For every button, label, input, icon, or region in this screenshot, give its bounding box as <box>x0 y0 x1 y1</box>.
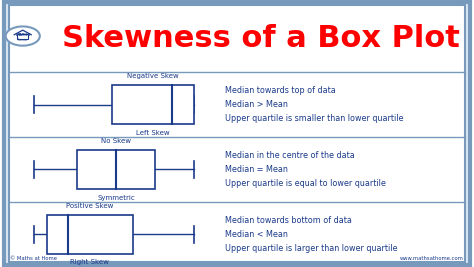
FancyBboxPatch shape <box>9 5 465 262</box>
Text: Skewness of a Box Plot: Skewness of a Box Plot <box>62 24 460 53</box>
Text: No Skew: No Skew <box>101 138 131 144</box>
Bar <box>17 34 28 39</box>
Text: Upper quartile is equal to lower quartile: Upper quartile is equal to lower quartil… <box>225 179 386 188</box>
Text: Positive Skew: Positive Skew <box>66 203 114 209</box>
Text: Median = Mean: Median = Mean <box>225 165 288 174</box>
Text: Median < Mean: Median < Mean <box>225 230 288 239</box>
Text: Negative Skew: Negative Skew <box>127 73 179 80</box>
Text: MATHS: MATHS <box>15 33 30 37</box>
Text: Symmetric: Symmetric <box>97 194 135 201</box>
Text: www.mathsathome.com: www.mathsathome.com <box>400 256 464 261</box>
Bar <box>111 85 194 124</box>
FancyBboxPatch shape <box>4 2 470 265</box>
Bar <box>46 215 133 254</box>
Text: Upper quartile is larger than lower quartile: Upper quartile is larger than lower quar… <box>225 244 398 253</box>
Text: Median towards top of data: Median towards top of data <box>225 86 336 95</box>
Text: Median towards bottom of data: Median towards bottom of data <box>225 216 352 225</box>
Text: Right Skew: Right Skew <box>71 260 109 265</box>
Text: © Maths at Home: © Maths at Home <box>10 256 57 261</box>
Text: home: home <box>18 38 28 41</box>
Circle shape <box>6 26 40 46</box>
Text: Upper quartile is smaller than lower quartile: Upper quartile is smaller than lower qua… <box>225 114 404 123</box>
Text: Left Skew: Left Skew <box>136 129 170 136</box>
Text: Median in the centre of the data: Median in the centre of the data <box>225 151 355 160</box>
Bar <box>77 150 155 189</box>
Text: Median > Mean: Median > Mean <box>225 100 288 109</box>
